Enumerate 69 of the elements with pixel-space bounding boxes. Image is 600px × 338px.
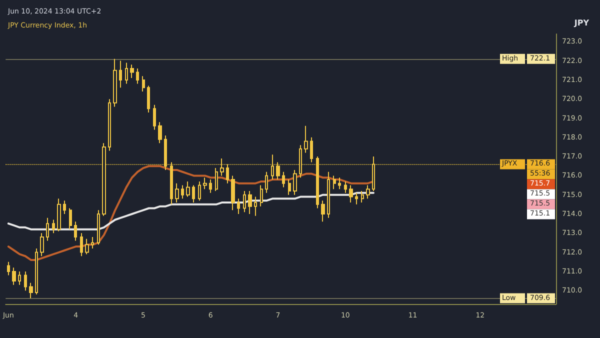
candlestick: [7, 261, 10, 276]
candlestick: [293, 169, 297, 196]
candlestick: [231, 175, 235, 211]
candlestick: [248, 190, 252, 214]
candlestick: [102, 142, 106, 216]
candlestick: [97, 210, 100, 246]
candlestick: [316, 156, 319, 209]
candlestick: [46, 217, 49, 242]
candlestick: [136, 68, 139, 84]
candlestick: [57, 198, 61, 232]
candlestick: [85, 238, 89, 255]
candlestick: [282, 171, 285, 188]
candlestick: [355, 192, 358, 205]
candlestick: [254, 196, 257, 216]
candlestick: [164, 134, 167, 170]
candlestick: [260, 184, 263, 207]
candlestick: [52, 219, 55, 234]
candlestick: [220, 158, 224, 176]
candlestick: [304, 125, 308, 154]
candlestick: [40, 232, 44, 257]
candlestick: [310, 136, 313, 163]
candlestick: [18, 270, 21, 286]
candlestick: [91, 236, 94, 249]
candlestick: [170, 162, 173, 205]
candlestick: [80, 232, 83, 257]
candlestick: [288, 179, 291, 196]
line-series: [7, 165, 374, 261]
candlestick: [35, 248, 38, 295]
candlestick: [24, 270, 27, 292]
candlestick: [119, 60, 122, 88]
candlestick: [113, 58, 117, 108]
candlestick: [321, 200, 325, 222]
candlestick: [349, 184, 353, 204]
candlestick: [186, 180, 190, 198]
candlestick: [299, 144, 302, 178]
y-axis-title: JPY: [573, 18, 590, 28]
candlestick: [153, 104, 156, 130]
candlestick: [130, 64, 134, 79]
candlestick: [333, 175, 336, 190]
candlestick: [243, 190, 246, 213]
candlestick: [192, 184, 195, 204]
candlestick: [74, 221, 77, 242]
candlestick: [198, 180, 201, 202]
candlestick: [175, 182, 179, 204]
line-series: [7, 192, 374, 230]
candlestick: [366, 184, 370, 200]
candlestick: [338, 177, 341, 190]
candlestick: [158, 122, 162, 144]
candlestick: [276, 162, 280, 180]
candlestick: [271, 154, 274, 180]
candlestick: [215, 168, 218, 192]
candlestick: [142, 76, 145, 92]
candlestick: [108, 98, 111, 152]
candlestick: [372, 156, 375, 192]
candlestick: [361, 190, 364, 204]
candlestick: [265, 171, 268, 194]
candlestick: [327, 171, 330, 218]
candlestick: [226, 164, 229, 184]
candlestick: [237, 198, 240, 214]
candlestick: [63, 200, 66, 214]
candlestick: [69, 208, 72, 230]
candlestick: [344, 180, 347, 194]
candlestick: [203, 177, 207, 190]
candlestick: [209, 179, 212, 194]
candlestick: [181, 184, 184, 200]
candlestick: [29, 282, 33, 299]
candlestick: [147, 85, 150, 114]
candlestick: [12, 267, 16, 286]
candlestick: [125, 62, 128, 84]
